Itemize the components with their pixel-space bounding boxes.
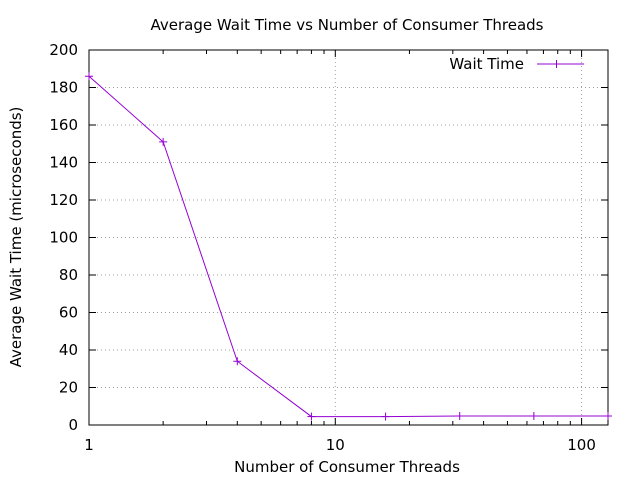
data-point [85,72,93,81]
y-tick-label: 160 [49,116,78,134]
y-tick-label: 60 [59,304,78,322]
y-tick-label: 120 [49,191,78,209]
axis-ticks: 0 20 40 60 80 100 120 140 160 180 200 1 10 100 [49,41,608,454]
y-tick-label: 20 [59,379,78,397]
x-tick-label: 1 [84,436,94,454]
data-point [529,412,538,420]
data-point [159,137,168,146]
y-tick-label: 140 [49,154,78,172]
data-point [307,412,316,421]
chart-title: Average Wait Time vs Number of Consumer … [151,16,544,34]
series-line [88,75,608,418]
plot-frame [88,49,609,426]
y-axis-label: Average Wait Time (microseconds) [7,107,25,368]
y-tick-label: 180 [49,79,78,97]
data-point [233,357,242,366]
series-layer [85,72,612,421]
data-point [381,412,390,421]
x-axis-label: Number of Consumer Threads [234,458,460,476]
y-tick-label: 200 [49,41,78,59]
x-tick-label: 10 [326,436,345,454]
data-point [455,412,464,420]
legend-label: Wait Time [449,55,524,73]
x-tick-label: 100 [567,436,596,454]
legend: Wait Time [449,55,584,73]
y-tick-label: 100 [49,229,78,247]
grid [89,50,608,425]
y-tick-label: 0 [68,416,78,434]
y-tick-label: 40 [59,341,78,359]
data-point [604,412,612,420]
y-tick-label: 80 [59,266,78,284]
